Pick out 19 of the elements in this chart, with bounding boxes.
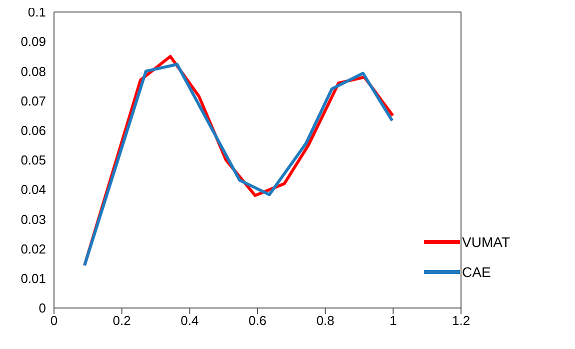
- x-tick-label: 0.2: [112, 313, 131, 328]
- legend-label: VUMAT: [462, 234, 510, 250]
- y-tick-label: 0.03: [20, 212, 46, 227]
- legend-label: CAE: [462, 264, 491, 280]
- y-tick-label: 0.01: [20, 271, 46, 286]
- y-tick-label: 0.06: [20, 123, 46, 138]
- x-tick-label: 1.2: [452, 313, 470, 328]
- x-tick-label: 0.8: [316, 313, 334, 328]
- y-tick-label: 0.08: [20, 64, 46, 79]
- x-tick-label: 0.6: [248, 313, 267, 328]
- y-tick-label: 0.07: [20, 93, 46, 108]
- x-tick-label: 0.4: [180, 313, 199, 328]
- x-tick-label: 0: [50, 313, 58, 328]
- y-tick-label: 0: [38, 300, 46, 316]
- y-tick-label: 0.04: [20, 182, 46, 198]
- x-tick-label: 1: [390, 313, 397, 328]
- y-tick-label: 0.09: [20, 34, 46, 50]
- y-tick-label: 0.05: [20, 152, 46, 168]
- y-tick-label: 0.02: [20, 241, 46, 256]
